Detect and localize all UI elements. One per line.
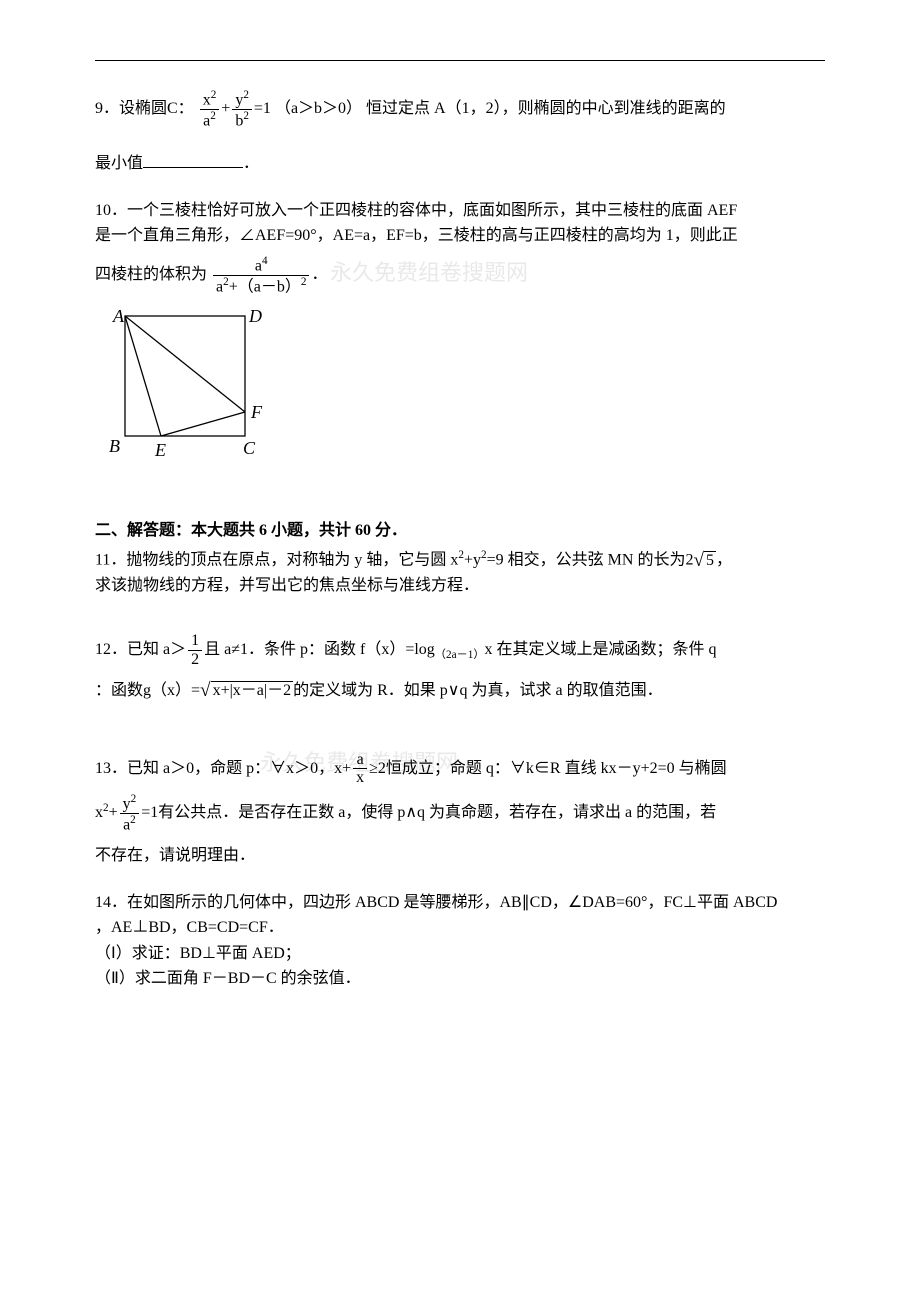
q9-plus: + <box>221 100 230 117</box>
label-F: F <box>250 402 263 422</box>
q12-l2pre: ：函数g（x）= <box>95 682 200 699</box>
q12-rb: x+|x－a|－2 <box>211 681 294 700</box>
q9-f2de: 2 <box>243 110 249 122</box>
q14-line4: （Ⅱ）求二面角 F－BD－C 的余弦值． <box>95 966 825 992</box>
label-D: D <box>248 306 262 326</box>
line-AE <box>125 316 161 436</box>
q11-m2: =9 相交，公共弦 MN 的长为 <box>487 551 686 568</box>
q11-line1: 11．抛物线的顶点在原点，对称轴为 y 轴，它与圆 x2+y2=9 相交，公共弦… <box>95 547 825 573</box>
q11-rb: 5 <box>704 551 716 570</box>
top-rule <box>95 60 825 61</box>
q9: 9．设椭圆C： x2 a2 + y2 b2 =1 （a＞b＞0） 恒过定点 A（… <box>95 89 825 130</box>
q12-sub: （2a－1） <box>435 649 485 661</box>
q13-mid: ≥2恒成立；命题 q：∀k∈R 直线 kx－y+2=0 与椭圆 <box>369 759 727 776</box>
q9-frac1: x2 a2 <box>200 89 220 130</box>
q10-figure: A B C D E F <box>95 304 825 471</box>
q12-rad: √x+|x－a|－2 <box>200 681 293 700</box>
q11-rc: 2 <box>685 551 693 568</box>
line-AF <box>125 316 245 412</box>
q11-line2: 求该抛物线的方程，并写出它的焦点坐标与准线方程． <box>95 573 825 599</box>
label-A: A <box>112 306 125 326</box>
q12-line1: 12．已知 a＞12且 a≠1．条件 p：函数 f（x）=log（2a－1）x … <box>95 632 825 668</box>
q10-line1: 10．一个三棱柱恰好可放入一个正四棱柱的容体中，底面如图所示，其中三棱柱的底面 … <box>95 198 825 224</box>
q13-f1d: x <box>353 768 367 787</box>
q13-line2: x 2 +y2a2=1有公共点．是否存在正数 a，使得 p∧q 为真命题，若存在，请… <box>95 793 825 834</box>
q14-line2: ，AE⊥BD，CB=CD=CF． <box>95 915 825 941</box>
q13-frac1: ax <box>353 751 367 787</box>
q10-svg: A B C D E F <box>95 304 270 466</box>
q12-frac: 12 <box>188 632 202 668</box>
q10-l3pre: 四棱柱的体积为 <box>95 266 211 283</box>
q14-line3: （Ⅰ）求证：BD⊥平面 AED； <box>95 941 825 967</box>
q13-l2p: + <box>109 804 118 821</box>
section2-heading: 二、解答题：本大题共 6 小题，共计 60 分． <box>95 515 825 547</box>
content: 9．设椭圆C： x2 a2 + y2 b2 =1 （a＞b＞0） 恒过定点 A（… <box>95 60 825 992</box>
q13-line3: 不存在，请说明理由． <box>95 840 825 872</box>
q14-line1: 14．在如图所示的几何体中，四边形 ABCD 是等腰梯形，AB∥CD，∠DAB=… <box>95 890 825 916</box>
q12-fd: 2 <box>188 650 202 669</box>
q13-line1: 13．已知 a＞0，命题 p：∀x＞0，x+ax≥2恒成立；命题 q：∀k∈R … <box>95 751 825 787</box>
q9-l2pre: 最小值 <box>95 155 143 172</box>
q13-f1n: a <box>353 751 367 769</box>
q9-f1n: x <box>203 91 211 108</box>
q13-pre: 13．已知 a＞0，命题 p：∀x＞0，x+ <box>95 759 351 776</box>
q12-m2: x 在其定义域上是减函数；条件 q <box>485 641 717 658</box>
q9-f1ne: 2 <box>211 89 217 101</box>
q13-f2de: 2 <box>130 814 136 826</box>
line-EF <box>161 412 245 436</box>
q10-fdm: +（a－b） <box>229 278 301 295</box>
q10-line3: 四棱柱的体积为 a4 a2+（a－b）2 ． <box>95 255 825 296</box>
q11-pre: 11．抛物线的顶点在原点，对称轴为 y 轴，它与圆 x <box>95 551 458 568</box>
q9-line2: 最小值 ． <box>95 148 825 180</box>
q10-frac: a4 a2+（a－b）2 <box>213 255 309 296</box>
q13-f2n: y <box>123 795 131 812</box>
q10-fdte: 2 <box>301 276 307 288</box>
q9-f1de: 2 <box>210 110 216 122</box>
q13-frac2: y2a2 <box>120 793 140 834</box>
q10-fne: 4 <box>262 255 268 267</box>
label-E: E <box>154 440 166 460</box>
q12-m1: 且 a≠1．条件 p：函数 f（x）=log <box>204 641 435 658</box>
page: 永久免费组卷搜题网 永久免费组卷搜题网 9．设椭圆C： x2 a2 + y2 b… <box>0 0 920 1132</box>
q12-l2post: 的定义域为 R．如果 p∨q 为真，试求 a 的取值范围． <box>293 682 663 699</box>
label-C: C <box>243 438 256 458</box>
q9-l2post: ． <box>243 155 259 172</box>
q13-f2ne: 2 <box>131 793 137 805</box>
label-B: B <box>109 436 120 456</box>
q9-cond: （a＞b＞0） 恒过定点 A（1，2），则椭圆的中心到准线的距离的 <box>275 100 726 117</box>
q10-line2: 是一个直角三角形，∠AEF=90°，AE=a，EF=b，三棱柱的高与正四棱柱的高… <box>95 223 825 249</box>
q11-tail: ， <box>716 551 732 568</box>
q12-pre: 12．已知 a＞ <box>95 641 186 658</box>
q9-prefix: 9．设椭圆C： <box>95 100 194 117</box>
q10-fn: a <box>255 257 262 274</box>
q10-l3post: ． <box>311 266 327 283</box>
q13-l2x: x <box>95 804 103 821</box>
q9-eq: =1 <box>254 100 271 117</box>
q13-l2m: =1有公共点．是否存在正数 a，使得 p∧q 为真命题，若存在，请求出 a 的范… <box>141 804 716 821</box>
q11-rad: √5 <box>693 551 716 570</box>
q11-m1: +y <box>464 551 481 568</box>
q12-line2: ：函数g（x）=√x+|x－a|－2的定义域为 R．如果 p∨q 为真，试求 a… <box>95 675 825 707</box>
blank-underline <box>143 152 243 168</box>
q9-frac2: y2 b2 <box>232 89 252 130</box>
q12-fn: 1 <box>188 632 202 650</box>
q9-f2ne: 2 <box>243 89 249 101</box>
